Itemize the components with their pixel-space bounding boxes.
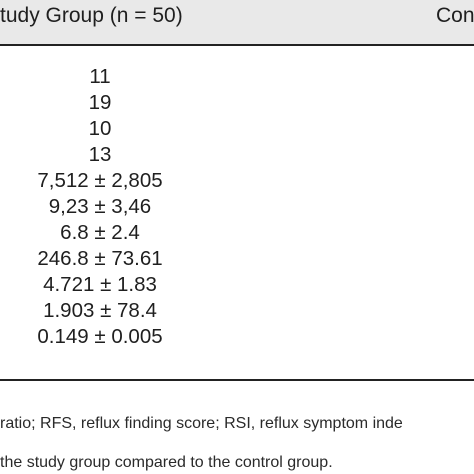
table-cell: 4.721 ± 1.83 (43, 273, 157, 296)
table-cell: 11 (89, 65, 111, 88)
table-cell: 9,23 ± 3,46 (48, 195, 152, 218)
table-cell: 7,512 ± 2,805 (37, 169, 163, 192)
table-bottom-rule (0, 379, 474, 381)
footnote-significance: the study group compared to the control … (0, 454, 333, 471)
control-group-header: Con (436, 4, 474, 27)
header-rule (0, 44, 474, 46)
study-values-column: 11 19 10 13 7,512 ± 2,805 9,23 ± 3,46 6.… (0, 64, 200, 350)
table-cell: 1.903 ± 78.4 (43, 299, 157, 322)
table-cell: 0.149 ± 0.005 (37, 325, 163, 348)
study-group-header: tudy Group (n = 50) (0, 4, 183, 27)
table-cell: 13 (88, 143, 112, 166)
footnote-abbreviations: ratio; RFS, reflux finding score; RSI, r… (0, 415, 403, 432)
table-cell: 10 (88, 117, 112, 140)
table-cell: 246.8 ± 73.61 (37, 247, 163, 270)
table-header: tudy Group (n = 50) Con (0, 0, 474, 44)
table-cell: 19 (88, 91, 112, 114)
table-cell: 6.8 ± 2.4 (60, 221, 140, 244)
